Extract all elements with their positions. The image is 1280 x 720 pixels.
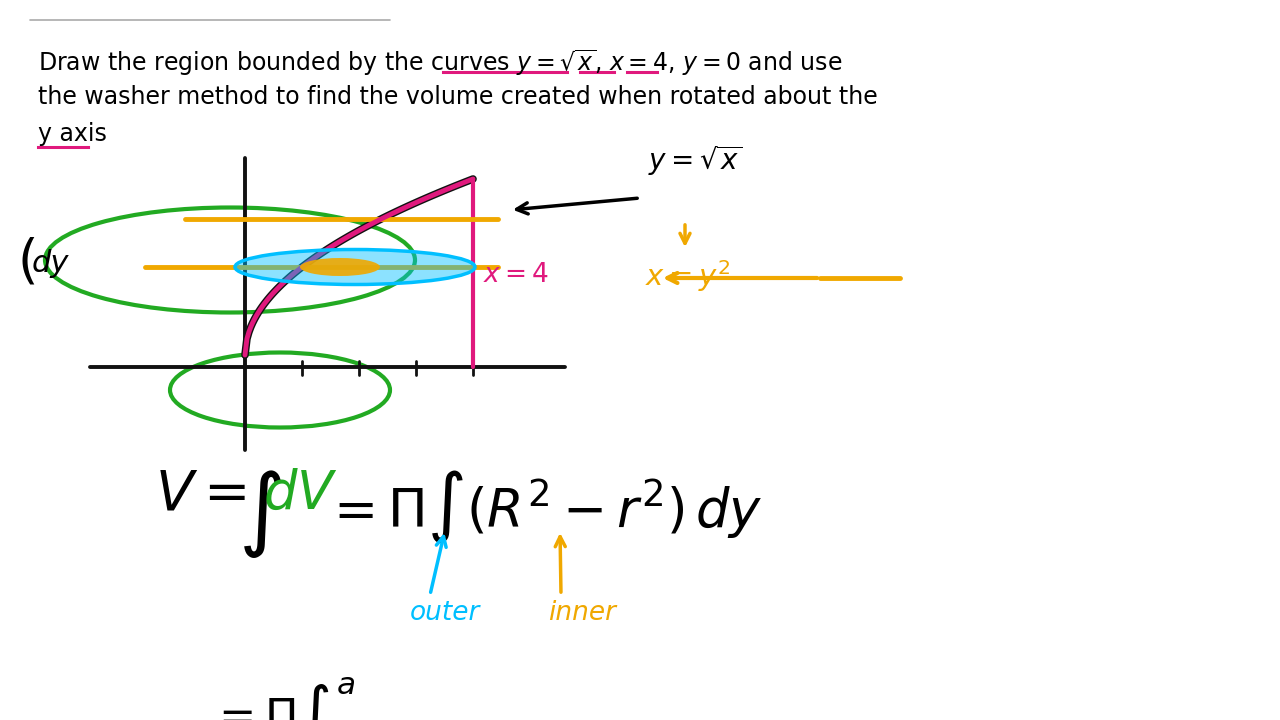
Text: (: ( (18, 237, 38, 289)
Text: $= \Pi\int_0^a$: $= \Pi\int_0^a$ (210, 675, 356, 720)
Text: $y = \sqrt{x}$: $y = \sqrt{x}$ (648, 143, 742, 178)
Text: $dV$: $dV$ (262, 468, 338, 520)
Text: $\int$: $\int$ (238, 468, 282, 560)
Text: $x = y^2$: $x = y^2$ (645, 258, 730, 294)
Text: Draw the region bounded by the curves $y = \sqrt{x}$, $x = 4$, $y = 0$ and use: Draw the region bounded by the curves $y… (38, 48, 842, 78)
Text: outer: outer (410, 600, 480, 626)
Text: the washer method to find the volume created when rotated about the: the washer method to find the volume cre… (38, 85, 878, 109)
Text: dy: dy (32, 248, 69, 277)
Text: $x=4$: $x=4$ (483, 262, 549, 288)
Ellipse shape (300, 258, 380, 276)
Text: y axis: y axis (38, 122, 106, 146)
Ellipse shape (236, 250, 475, 284)
Text: $V=$: $V=$ (155, 468, 247, 521)
Text: inner: inner (548, 600, 616, 626)
Text: $= \Pi\int(R^2 - r^2)\,dy$: $= \Pi\int(R^2 - r^2)\,dy$ (323, 468, 763, 545)
